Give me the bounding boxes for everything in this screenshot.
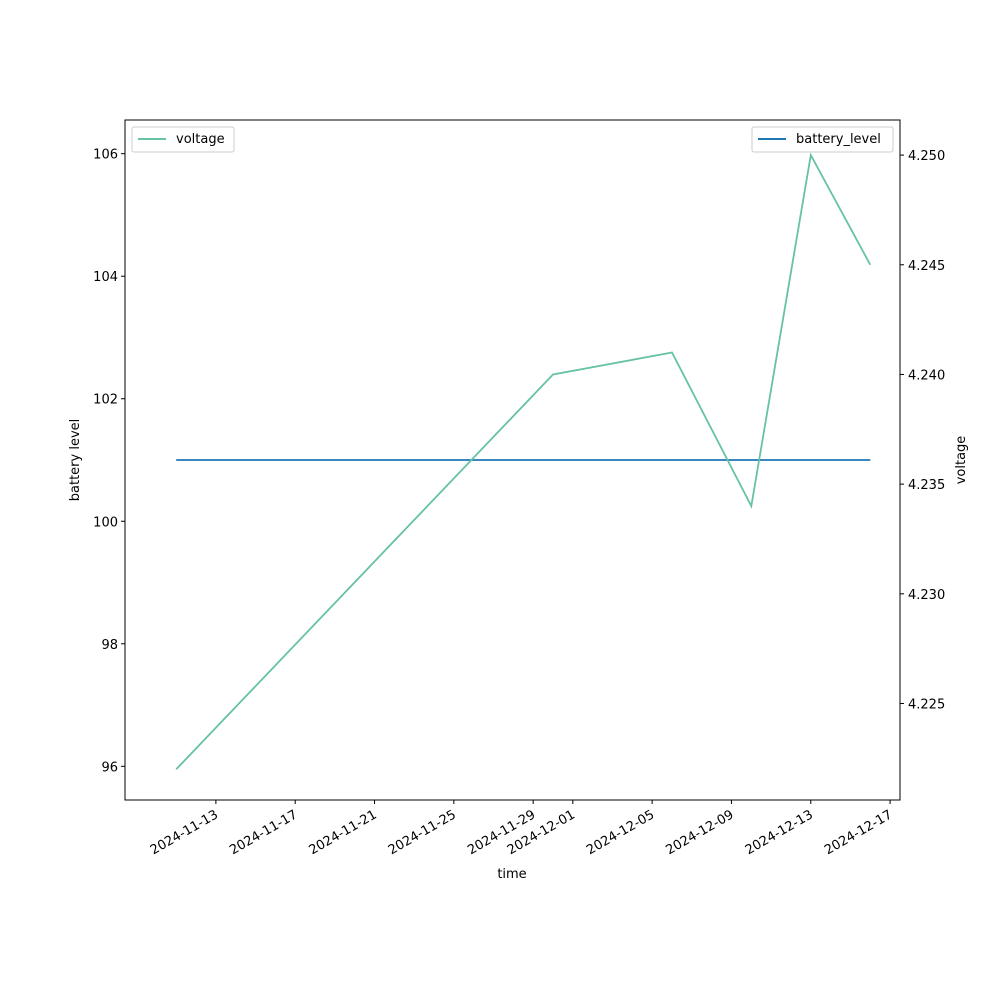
x-axis-label: time [497, 867, 526, 882]
x-tick-label: 2024-12-13 [743, 807, 816, 858]
y2-tick-label: 4.225 [908, 697, 945, 712]
y-tick-label: 102 [93, 393, 118, 408]
legend-label: voltage [176, 132, 225, 147]
y2-tick-label: 4.245 [908, 259, 945, 274]
x-tick-label: 2024-11-21 [307, 807, 380, 858]
y2-tick-label: 4.235 [908, 478, 945, 493]
y-tick-label: 104 [93, 270, 118, 285]
x-tick-label: 2024-12-05 [584, 807, 657, 858]
x-axis-ticks: 2024-11-13 2024-11-17 2024-11-21 2024-11-25… [148, 800, 895, 858]
x-tick-label: 2024-11-25 [386, 807, 459, 858]
y2-tick-label: 4.240 [908, 368, 945, 383]
y2-axis-label: voltage [954, 436, 969, 485]
series-lines [175, 152, 872, 770]
y-tick-label: 96 [101, 760, 118, 775]
series-line-voltage [175, 152, 872, 770]
legend-voltage: voltage [131, 126, 235, 153]
y-tick-label: 106 [93, 148, 118, 163]
x-tick-label: 2024-12-17 [822, 807, 895, 858]
x-tick-label: 2024-12-09 [664, 807, 737, 858]
right-axis-ticks: 4.225 4.230 4.235 4.240 4.245 4.250 [900, 149, 945, 712]
legend-box [131, 126, 235, 153]
x-tick-label: 2024-11-13 [148, 807, 221, 858]
y2-tick-label: 4.230 [908, 588, 945, 603]
left-axis-ticks: 96 98 100 102 104 106 [93, 148, 125, 775]
legend-label: battery_level [796, 132, 881, 147]
legend-battery-level: battery_level [751, 126, 894, 153]
y2-tick-label: 4.250 [908, 149, 945, 164]
x-tick-label: 2024-11-17 [227, 807, 300, 858]
plot-frame [124, 119, 901, 801]
legend-box [751, 126, 894, 153]
y-tick-label: 100 [93, 515, 118, 530]
y-axis-label: battery level [68, 419, 83, 502]
y-tick-label: 98 [101, 638, 118, 653]
